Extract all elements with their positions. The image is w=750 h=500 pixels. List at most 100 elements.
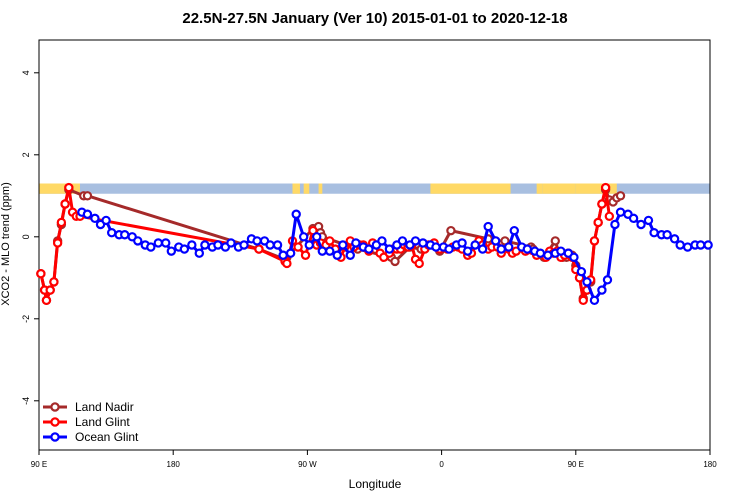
data-point [285, 248, 296, 258]
data-point [291, 209, 301, 219]
data-point [615, 191, 626, 201]
data-point [504, 242, 514, 252]
data-point [582, 277, 592, 287]
data-point [418, 238, 428, 248]
data-point [278, 250, 288, 260]
data-point [293, 242, 303, 252]
data-point [615, 207, 626, 217]
data-point [675, 240, 685, 250]
data-point [600, 182, 611, 193]
data-point [161, 238, 171, 248]
data-point [410, 236, 421, 246]
data-point [643, 215, 654, 226]
data-point [682, 242, 693, 252]
data-point [649, 227, 659, 238]
data-point [556, 246, 566, 256]
data-point [431, 242, 441, 252]
data-point [52, 238, 63, 248]
ocean-band [39, 183, 710, 194]
data-point [444, 244, 454, 254]
data-point [593, 217, 603, 228]
data-point [82, 191, 93, 201]
data-point [254, 244, 264, 254]
legend-marker [50, 417, 60, 427]
land-band-segment [303, 183, 310, 194]
data-point [120, 230, 130, 240]
data-point [317, 246, 328, 256]
land-band-segment [292, 183, 300, 194]
data-point [133, 236, 143, 246]
data-point [446, 225, 456, 236]
legend-marker [50, 402, 60, 412]
data-point [550, 236, 560, 246]
data-point [300, 250, 311, 260]
data-point [194, 248, 204, 258]
data-point [312, 232, 322, 242]
data-point [56, 217, 67, 228]
land-band-segment [542, 183, 576, 194]
y-tick-label: 4 [21, 70, 31, 75]
data-point [597, 199, 607, 209]
data-point [179, 244, 190, 254]
data-point [490, 236, 501, 246]
data-point [200, 240, 210, 250]
data-point [576, 266, 587, 277]
data-point [414, 258, 424, 269]
data-point [384, 244, 395, 254]
data-point [470, 240, 480, 250]
data-point [462, 246, 473, 256]
data-point [325, 236, 335, 246]
data-point [522, 244, 533, 254]
legend-marker [50, 432, 60, 442]
x-tick-label: 180 [703, 460, 717, 469]
data-point [604, 211, 615, 221]
y-tick-label: 2 [21, 152, 31, 157]
data-point [457, 238, 467, 248]
data-point [36, 269, 46, 279]
data-point [226, 238, 236, 248]
y-tick-label: 0 [21, 234, 31, 239]
data-point [589, 236, 600, 246]
y-axis-label: XCO2 - MLO trend (ppm) [0, 182, 12, 306]
data-point [628, 213, 639, 224]
data-point [332, 250, 342, 260]
legend-label: Ocean Glint [75, 430, 139, 444]
data-point [106, 227, 117, 238]
data-point [82, 209, 93, 219]
data-point [239, 240, 249, 250]
data-point [146, 242, 156, 252]
data-point [282, 258, 292, 269]
data-point [610, 219, 620, 230]
x-axis-label: Longitude [348, 477, 402, 491]
data-point [509, 225, 519, 236]
data-point [669, 234, 680, 244]
land-band-segment [430, 183, 511, 194]
x-tick-label: 0 [439, 460, 444, 469]
x-tick-label: 90 W [298, 460, 317, 469]
data-point [695, 240, 706, 250]
data-point [496, 244, 506, 254]
land-band-segment [575, 183, 617, 194]
x-tick-label: 90 E [568, 460, 584, 469]
y-tick-label: -2 [21, 315, 31, 323]
data-point [483, 221, 493, 232]
series-ocean-glint [77, 207, 713, 306]
data-point [101, 215, 111, 226]
data-point [153, 238, 163, 248]
data-point [535, 248, 546, 258]
data-point [41, 295, 52, 306]
data-point [64, 182, 74, 193]
data-point [252, 236, 262, 246]
data-point [304, 240, 314, 250]
data-point [345, 250, 355, 260]
land-band-segment [318, 183, 323, 194]
y-tick-label: -4 [21, 397, 31, 405]
data-point [90, 213, 100, 224]
data-point [578, 295, 588, 306]
data-point [351, 238, 361, 248]
land-band-segment [39, 183, 81, 194]
data-point [543, 250, 553, 260]
